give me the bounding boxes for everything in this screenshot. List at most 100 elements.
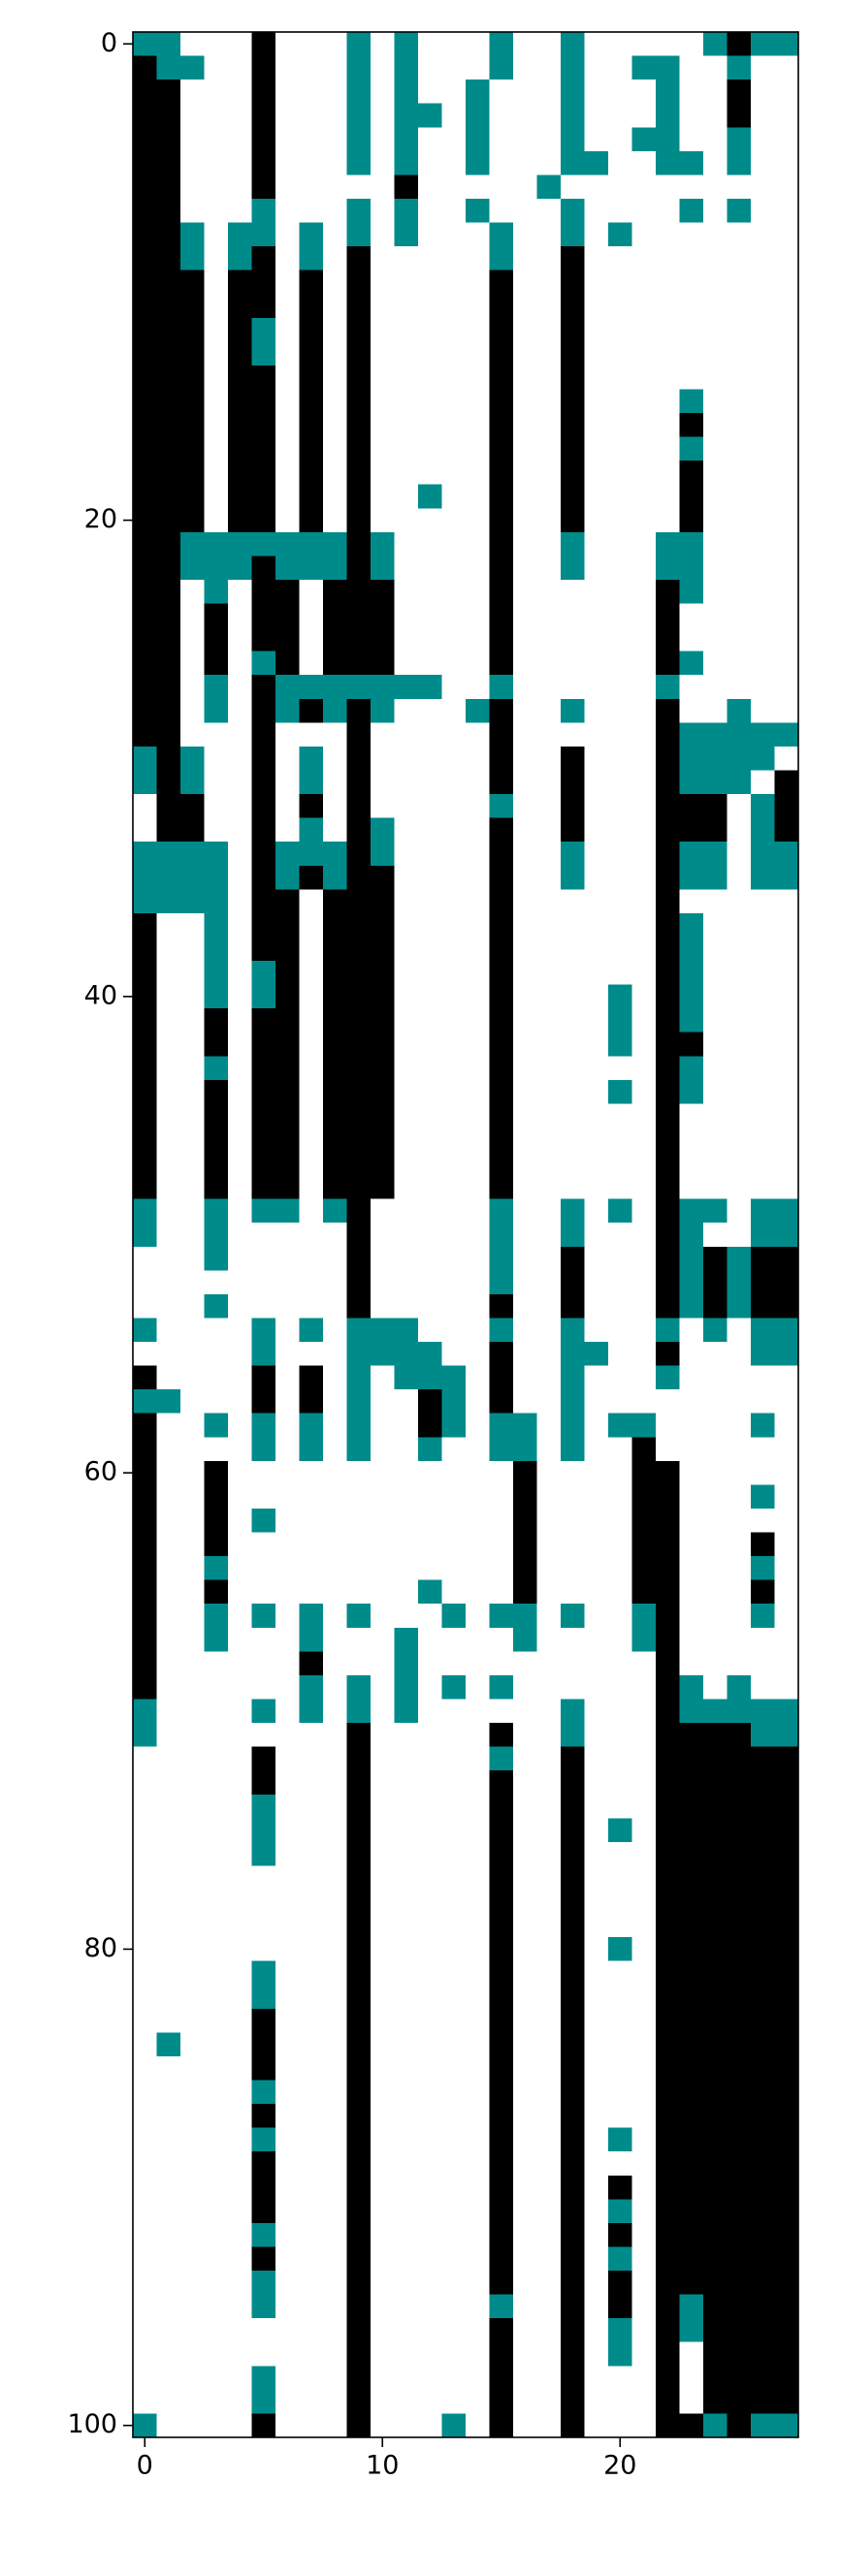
cell (584, 1627, 609, 1652)
cell (156, 175, 181, 200)
cell (275, 1960, 300, 1986)
cell (180, 1627, 205, 1652)
cell (561, 2246, 585, 2272)
cell (299, 2318, 324, 2343)
cell (228, 1198, 252, 1224)
cell (156, 817, 181, 843)
cell (727, 1151, 752, 1176)
cell (727, 1651, 752, 1676)
cell (394, 294, 419, 319)
cell (418, 80, 442, 105)
cell (441, 556, 467, 581)
cell (228, 1890, 252, 1914)
cell (418, 55, 442, 80)
cell (751, 150, 775, 175)
cell (584, 1103, 609, 1129)
cell (751, 2032, 775, 2057)
cell (275, 865, 300, 890)
cell (513, 1389, 537, 1415)
cell (631, 2127, 657, 2152)
cell (371, 2080, 395, 2105)
cell (631, 222, 657, 247)
cell (204, 1818, 229, 1843)
cell (536, 103, 562, 128)
cell (346, 842, 372, 867)
cell (133, 484, 157, 509)
cell (703, 937, 728, 962)
cell (156, 1437, 181, 1462)
cell (441, 2366, 467, 2391)
cell (774, 2341, 799, 2367)
cell (156, 889, 181, 914)
cell (751, 1579, 775, 1605)
cell (251, 865, 276, 890)
cell (156, 2199, 181, 2224)
cell (346, 556, 372, 581)
cell (204, 461, 229, 486)
cell (275, 1508, 300, 1533)
cell (180, 817, 205, 843)
cell (751, 1770, 775, 1796)
cell (228, 294, 252, 319)
cell (536, 198, 562, 223)
cell (228, 103, 252, 128)
cell (418, 1246, 442, 1271)
cell (251, 2080, 276, 2105)
cell (561, 1318, 585, 1343)
cell (631, 341, 657, 366)
cell (346, 55, 372, 80)
cell (656, 1890, 680, 1914)
cell (631, 746, 657, 771)
cell (631, 55, 657, 80)
cell (774, 2055, 799, 2081)
cell (466, 1746, 490, 1771)
cell (466, 912, 490, 938)
cell (561, 817, 585, 843)
cell (180, 1746, 205, 1771)
cell (489, 1890, 514, 1914)
cell (251, 2318, 276, 2343)
cell (323, 770, 347, 795)
cell (466, 1342, 490, 1367)
cell (156, 1770, 181, 1796)
cell (418, 508, 442, 533)
cell (156, 2151, 181, 2177)
cell (656, 2341, 680, 2367)
cell (346, 1413, 372, 1438)
cell (656, 1579, 680, 1605)
cell (584, 1318, 609, 1343)
cell (156, 531, 181, 557)
cell (489, 1079, 514, 1104)
cell (466, 2032, 490, 2057)
cell (608, 2294, 632, 2319)
cell (323, 1246, 347, 1271)
cell (703, 794, 728, 819)
cell (441, 55, 467, 80)
cell (228, 1056, 252, 1081)
cell (299, 1008, 324, 1034)
cell (323, 1056, 347, 1081)
cell (703, 2127, 728, 2152)
cell (656, 698, 680, 723)
cell (275, 1604, 300, 1629)
cell (608, 1818, 632, 1843)
cell (513, 413, 537, 437)
cell (489, 2032, 514, 2057)
cell (418, 1532, 442, 1557)
cell (751, 770, 775, 795)
cell (584, 2127, 609, 2152)
cell (133, 961, 157, 985)
cell (656, 1103, 680, 1129)
cell (631, 1151, 657, 1176)
cell (703, 1699, 728, 1724)
cell (156, 912, 181, 938)
cell (608, 1746, 632, 1771)
cell (156, 2175, 181, 2200)
cell (204, 127, 229, 152)
cell (133, 1794, 157, 1819)
cell (774, 317, 799, 342)
cell (774, 1175, 799, 1200)
cell (584, 1460, 609, 1485)
cell (299, 865, 324, 890)
cell (394, 1579, 419, 1605)
